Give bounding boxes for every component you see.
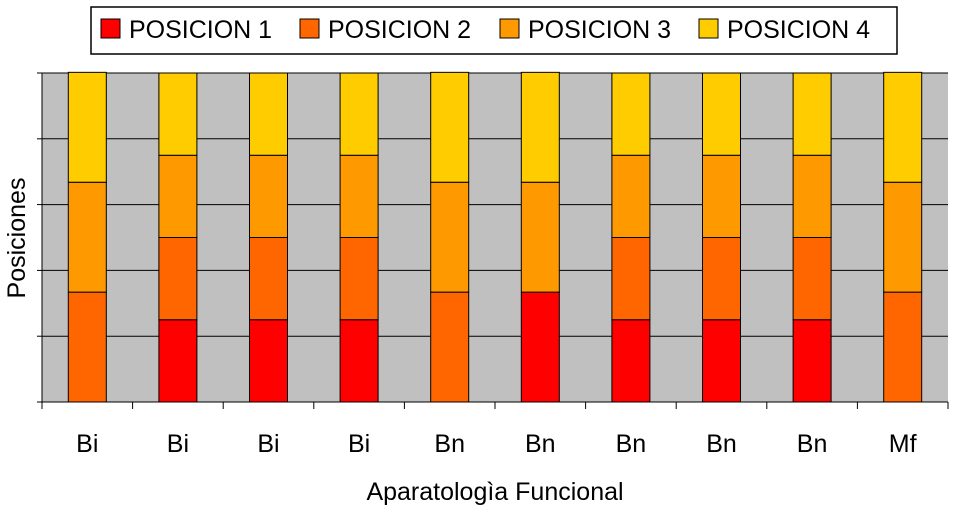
bar-segment: [339, 154, 379, 238]
bar-segment: [702, 154, 741, 238]
bar-segment: [158, 237, 198, 321]
legend-label: POSICION 1: [129, 16, 272, 44]
bar-segment: [339, 237, 379, 321]
bar-segment: [883, 71, 923, 183]
bar-segment: [792, 319, 832, 403]
x-tick-label: Bn: [706, 430, 737, 458]
bar-segment: [67, 291, 107, 403]
bar-segment: [249, 237, 288, 321]
bar-segment: [702, 319, 741, 403]
bar-segment: [339, 72, 379, 156]
bar-segment: [702, 72, 741, 156]
bar-segment: [520, 71, 560, 183]
bar-segment: [430, 181, 470, 293]
bar-segment: [158, 72, 198, 156]
x-tick-label: Bi: [348, 430, 370, 458]
legend-swatch: [698, 18, 719, 39]
legend: POSICION 1 POSICION 2 POSICION 3 POSICION 4: [90, 6, 898, 55]
bar-segment: [158, 319, 198, 403]
x-tick-label: Bi: [167, 430, 189, 458]
legend-box: [90, 6, 898, 55]
legend-label: POSICION 3: [528, 16, 671, 44]
bar-segment: [792, 72, 832, 156]
x-tick-label: Mf: [889, 430, 917, 458]
bar-segment: [611, 154, 651, 238]
x-tick-label: Bi: [257, 430, 279, 458]
bar-segment: [430, 291, 470, 403]
bar-segment: [67, 71, 107, 183]
y-axis-title: Posiciones: [3, 178, 31, 299]
bar-segment: [702, 237, 741, 321]
x-tick-label: Bn: [797, 430, 828, 458]
x-axis-title: Aparatologìa Funcional: [366, 478, 623, 506]
bar-segment: [883, 181, 923, 293]
legend-swatch: [100, 18, 121, 39]
x-tick-label: Bn: [525, 430, 556, 458]
bar-segment: [430, 71, 470, 183]
bar-segment: [792, 154, 832, 238]
bar-segment: [520, 181, 560, 293]
x-tick-label: Bn: [434, 430, 465, 458]
bar-segment: [249, 154, 288, 238]
bar-segment: [611, 237, 651, 321]
bar-segment: [158, 154, 198, 238]
legend-swatch: [499, 18, 520, 39]
bar-segment: [792, 237, 832, 321]
bar-segment: [611, 319, 651, 403]
bar-segment: [249, 72, 288, 156]
plot-area: Bi Bi Bi Bi Bn Bn Bn Bn Bn Mf: [37, 71, 949, 458]
bar-segment: [611, 72, 651, 156]
bar-segment: [883, 291, 923, 403]
bar-segment: [67, 181, 107, 293]
bar-segment: [520, 291, 560, 403]
legend-label: POSICION 4: [727, 16, 870, 44]
legend-swatch: [299, 18, 320, 39]
bar-segment: [249, 319, 288, 403]
x-tick-label: Bn: [616, 430, 647, 458]
bar-segment: [339, 319, 379, 403]
legend-label: POSICION 2: [328, 16, 471, 44]
x-tick-label: Bi: [76, 430, 98, 458]
